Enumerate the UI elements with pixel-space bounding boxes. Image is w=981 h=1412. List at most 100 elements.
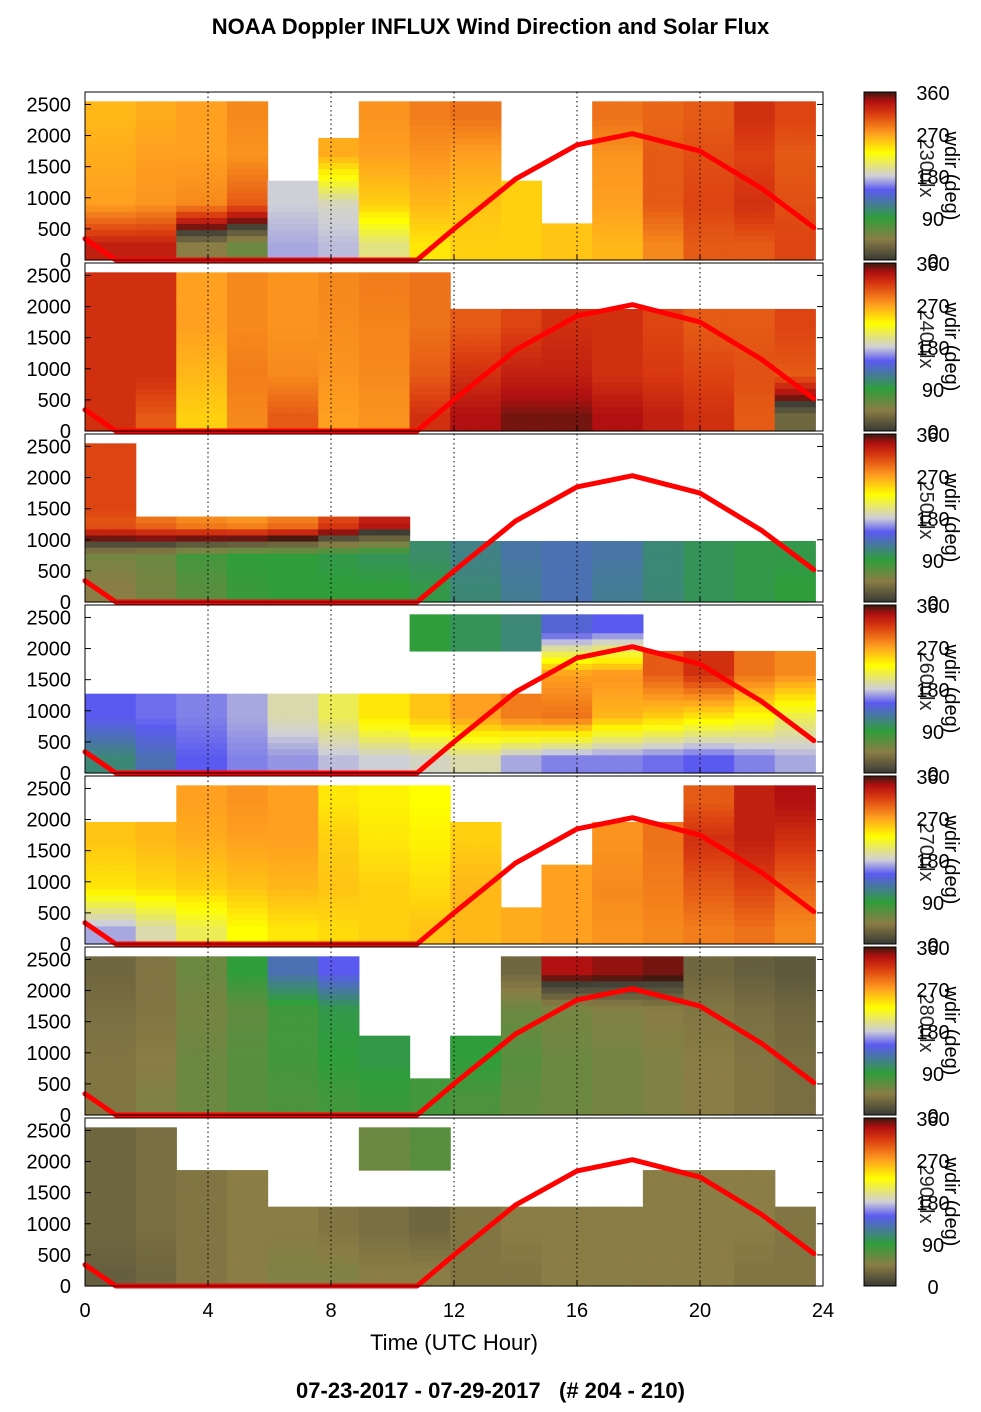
heatmap-cell xyxy=(663,119,674,127)
heatmap-cell xyxy=(642,351,654,359)
heatmap-cell xyxy=(774,345,786,353)
heatmap-cell xyxy=(247,595,259,603)
heatmap-cell xyxy=(409,418,421,426)
heatmap-cell xyxy=(399,241,411,249)
heatmap-cell xyxy=(764,424,776,432)
heatmap-cell xyxy=(774,162,786,170)
heatmap-cell xyxy=(541,424,553,432)
heatmap-cell xyxy=(612,101,624,109)
heatmap-cell xyxy=(429,424,441,432)
heatmap-cell xyxy=(713,107,725,115)
heatmap-cell xyxy=(176,333,188,341)
heatmap-cell xyxy=(419,424,431,432)
heatmap-cell xyxy=(764,223,776,231)
heatmap-cell xyxy=(784,107,796,115)
heatmap-cell xyxy=(115,186,127,194)
heatmap-cell xyxy=(145,302,157,310)
heatmap-cell xyxy=(734,137,745,145)
heatmap-cell xyxy=(642,150,654,157)
heatmap-cell xyxy=(227,205,238,212)
heatmap-cell xyxy=(632,547,644,554)
heatmap-cell xyxy=(237,357,248,365)
heatmap-cell xyxy=(490,376,502,383)
heatmap-cell xyxy=(227,589,238,597)
heatmap-cell xyxy=(774,394,786,402)
heatmap-cell xyxy=(805,205,816,212)
heatmap-cell xyxy=(399,748,411,756)
heatmap-cell xyxy=(409,766,421,774)
heatmap-cell xyxy=(703,180,715,188)
heatmap-cell xyxy=(429,156,441,163)
heatmap-cell xyxy=(713,113,725,121)
heatmap-cell xyxy=(683,198,695,206)
heatmap-cell xyxy=(500,638,512,646)
heatmap-cell xyxy=(774,565,786,573)
heatmap-cell xyxy=(85,321,96,328)
heatmap-cell xyxy=(95,742,106,750)
heatmap-cell xyxy=(683,168,695,176)
heatmap-cell xyxy=(632,101,644,109)
heatmap-cell xyxy=(277,699,289,707)
heatmap-cell xyxy=(440,724,451,731)
heatmap-cell xyxy=(724,357,735,365)
heatmap-cell xyxy=(227,192,238,200)
heatmap-cell xyxy=(105,229,117,237)
heatmap-cell xyxy=(419,382,431,389)
heatmap-cell xyxy=(602,369,614,377)
heatmap-cell xyxy=(602,315,614,322)
heatmap-cell xyxy=(521,418,532,426)
heatmap-cell xyxy=(287,296,299,304)
heatmap-cell xyxy=(703,559,715,566)
heatmap-cell xyxy=(166,711,177,719)
heatmap-cell xyxy=(156,553,167,560)
heatmap-cell xyxy=(287,333,299,341)
heatmap-cell xyxy=(358,101,370,109)
heatmap-cell xyxy=(470,192,482,200)
heatmap-cell xyxy=(247,113,259,121)
heatmap-cell xyxy=(216,388,228,395)
heatmap-cell xyxy=(521,614,532,622)
heatmap-cell xyxy=(734,235,745,243)
heatmap-cell xyxy=(582,241,593,249)
heatmap-cell xyxy=(673,162,685,170)
heatmap-cell xyxy=(592,131,603,139)
heatmap-cell xyxy=(227,339,238,347)
heatmap-cell xyxy=(429,724,441,731)
heatmap-cell xyxy=(429,394,441,402)
heatmap-cell xyxy=(206,174,218,182)
heatmap-cell xyxy=(642,559,654,566)
heatmap-cell xyxy=(480,315,492,322)
heatmap-cell xyxy=(135,748,147,756)
heatmap-cell xyxy=(135,766,147,774)
heatmap-cell xyxy=(632,156,644,163)
heatmap-cell xyxy=(754,424,766,432)
heatmap-cell xyxy=(683,345,695,353)
heatmap-cell xyxy=(612,351,624,359)
heatmap-cell xyxy=(724,345,735,353)
heatmap-cell xyxy=(521,699,532,707)
heatmap-cell xyxy=(582,565,593,573)
heatmap-cell xyxy=(653,217,664,224)
heatmap-cell xyxy=(369,150,380,157)
heatmap-cell xyxy=(125,699,137,707)
heatmap-cell xyxy=(237,754,248,762)
heatmap-cell xyxy=(480,424,492,432)
heatmap-cell xyxy=(216,363,228,371)
heatmap-cell xyxy=(703,565,715,573)
heatmap-cell xyxy=(602,559,614,566)
heatmap-cell xyxy=(247,711,259,719)
heatmap-cell xyxy=(115,492,127,499)
heatmap-cell xyxy=(379,589,390,597)
heatmap-cell xyxy=(318,766,330,774)
heatmap-cell xyxy=(85,327,96,334)
heatmap-cell xyxy=(450,113,461,121)
heatmap-cell xyxy=(85,315,96,322)
heatmap-cell xyxy=(470,162,482,170)
heatmap-cell xyxy=(612,235,624,243)
heatmap-cell xyxy=(176,400,188,408)
heatmap-cell xyxy=(592,333,603,341)
heatmap-cell xyxy=(186,516,198,524)
heatmap-cell xyxy=(521,583,532,591)
heatmap-cell xyxy=(440,278,451,286)
heatmap-cell xyxy=(795,540,806,548)
